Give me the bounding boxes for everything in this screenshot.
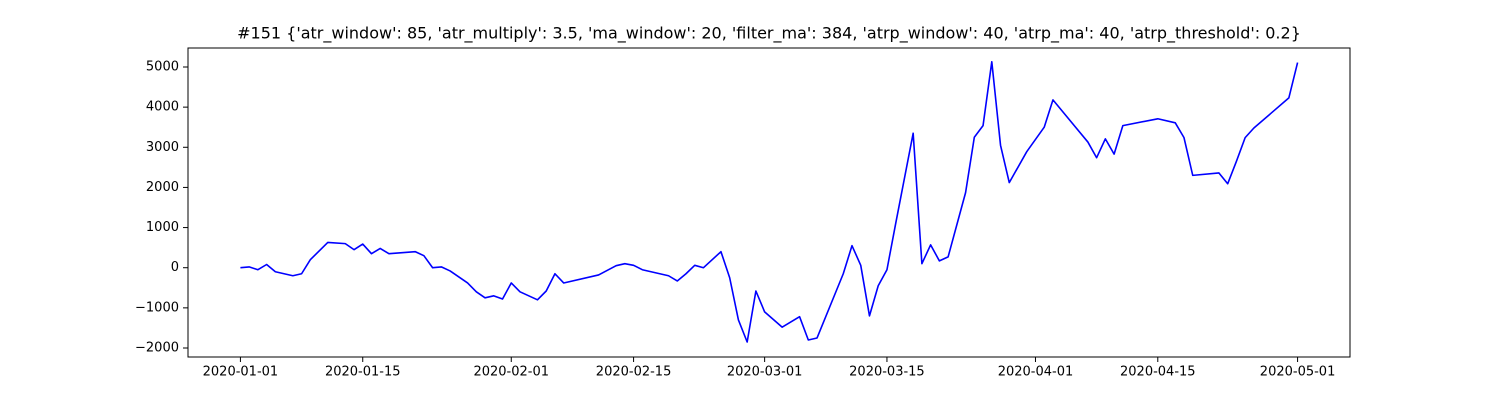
- data-line: [240, 60, 1299, 343]
- x-tick-label: 2020-04-01: [998, 365, 1074, 380]
- y-tick-label: 1000: [146, 220, 179, 235]
- y-tick-label: −1000: [135, 300, 179, 315]
- plot-frame: [187, 47, 1351, 358]
- y-tick-label: 3000: [146, 140, 179, 155]
- x-tick-label: 2020-01-15: [325, 365, 401, 380]
- x-tick-label: 2020-02-15: [596, 365, 672, 380]
- x-tick-label: 2020-02-01: [473, 365, 549, 380]
- x-tick-label: 2020-03-01: [727, 365, 803, 380]
- y-tick-label: 5000: [146, 59, 179, 74]
- y-tick-label: 4000: [146, 100, 179, 115]
- chart-title: #151 {'atr_window': 85, 'atr_multiply': …: [237, 24, 1301, 44]
- y-tick-label: 0: [171, 260, 179, 275]
- x-tick-label: 2020-03-15: [849, 365, 925, 380]
- y-tick-label: 2000: [146, 180, 179, 195]
- y-tick-label: −2000: [135, 341, 179, 356]
- x-tick-label: 2020-04-15: [1120, 365, 1196, 380]
- x-tick-label: 2020-01-01: [203, 365, 279, 380]
- x-tick-label: 2020-05-01: [1260, 365, 1336, 380]
